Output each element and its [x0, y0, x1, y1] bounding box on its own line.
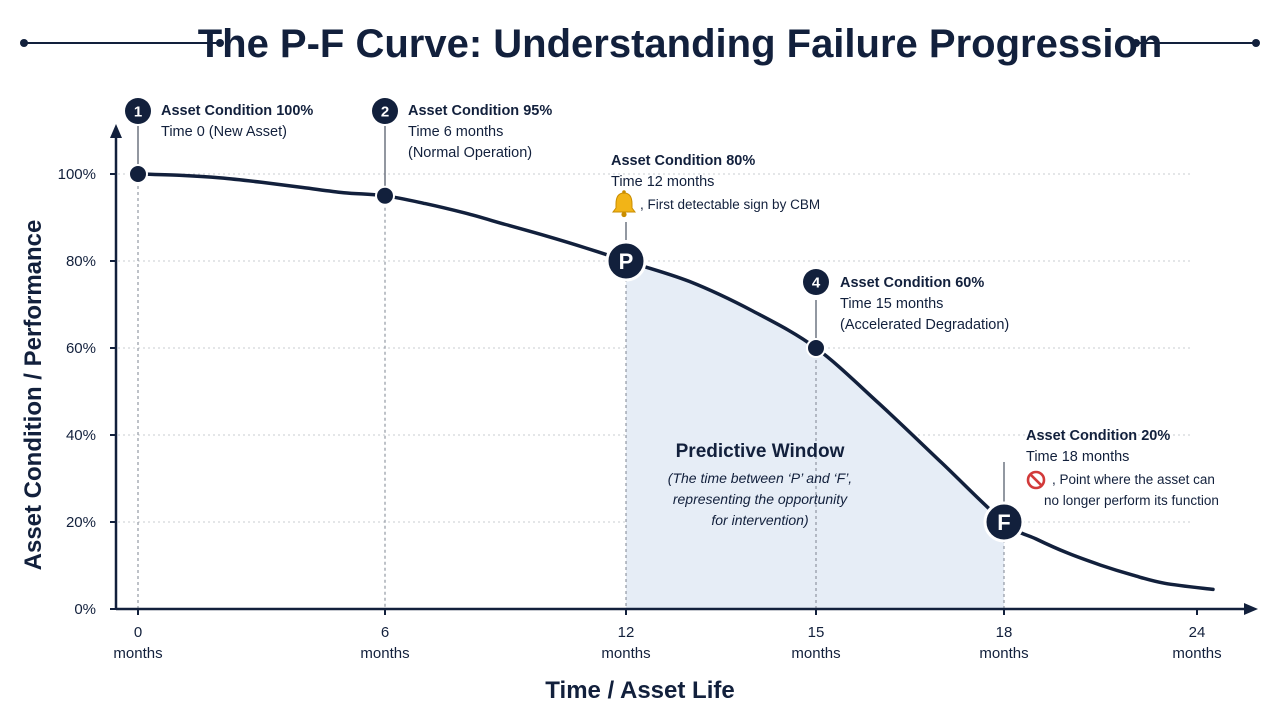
y-axis-title: Asset Condition / Performance [20, 220, 47, 571]
y-tick-labels: 0% 20% 40% 60% 80% 100% [58, 166, 116, 618]
axes [110, 124, 1258, 615]
y-tick-label: 40% [66, 427, 96, 444]
predictive-window-description: (The time between ‘P’ and ‘F’, [668, 470, 852, 486]
y-tick-label: 0% [74, 601, 96, 618]
annotation-note: , First detectable sign by CBM [640, 197, 820, 212]
curve-point-2 [375, 185, 395, 206]
y-tick-label: 20% [66, 514, 96, 531]
annotation-F: Asset Condition 20% Time 18 months , Point… [1003, 428, 1219, 508]
annotation-detail: Time 6 months [408, 124, 503, 140]
annotation-4: 4 Asset Condition 60% Time 15 months (Accel… [803, 269, 1009, 340]
x-tick-unit: months [113, 645, 162, 662]
annotation-heading: Asset Condition 95% [408, 103, 552, 119]
curve-point-F [983, 501, 1025, 543]
annotation-heading: Asset Condition 20% [1026, 428, 1170, 444]
predictive-window-title: Predictive Window [676, 441, 845, 462]
x-tick-unit: months [601, 645, 650, 662]
x-tick-unit: months [360, 645, 409, 662]
x-tick-label: 6 [381, 624, 389, 641]
annotation-detail: Time 18 months [1026, 449, 1129, 465]
bell-icon [612, 190, 636, 218]
predictive-window-description: representing the opportunity [673, 491, 848, 507]
x-tick-labels: 0 months 6 months 12 months 15 months 18 months 24… [113, 609, 1222, 662]
curve-point-label: F [997, 510, 1010, 535]
annotation-P: Asset Condition 80% Time 12 months , First… [611, 153, 820, 240]
x-tick-label: 15 [808, 624, 825, 641]
chart-title: The P-F Curve: Understanding Failure Pro… [198, 22, 1163, 66]
y-tick-label: 60% [66, 340, 96, 357]
annotation-number: 1 [134, 104, 142, 121]
pf-curve-line [136, 172, 1215, 592]
annotation-number: 2 [381, 104, 389, 121]
y-axis-arrow-icon [110, 124, 122, 138]
annotation-number-badge [803, 269, 829, 295]
predictive-window-area [626, 261, 1004, 609]
x-tick-label: 18 [996, 624, 1013, 641]
predictive-window-fill [626, 261, 1004, 609]
predictive-window-description: for intervention) [711, 512, 808, 528]
prohibited-icon [1026, 470, 1046, 490]
x-axis-arrow-icon [1244, 603, 1258, 615]
annotation-2: 2 Asset Condition 95% Time 6 months (Normal… [372, 98, 552, 197]
x-axis-title: Time / Asset Life [545, 677, 734, 704]
curve-points: PF [128, 164, 1025, 543]
annotation-detail: Time 15 months [840, 296, 943, 312]
curve-point-4 [806, 338, 826, 358]
title-decoration-right [1132, 39, 1260, 47]
x-tick-unit: months [1172, 645, 1221, 662]
x-tick-unit: months [979, 645, 1028, 662]
x-tick-label: 24 [1189, 624, 1206, 641]
x-tick-label: 12 [618, 624, 635, 641]
annotations: 1 Asset Condition 100% Time 0 (New Asset) 2… [125, 98, 1219, 508]
annotation-heading: Asset Condition 100% [161, 103, 313, 119]
annotation-note: no longer perform its function [1044, 493, 1219, 508]
annotation-detail: (Accelerated Degradation) [840, 317, 1009, 333]
curve-point-1 [128, 164, 148, 184]
annotation-heading: Asset Condition 80% [611, 153, 755, 169]
x-tick-label: 0 [134, 624, 142, 641]
x-tick-unit: months [791, 645, 840, 662]
annotation-detail: (Normal Operation) [408, 145, 532, 161]
title-decoration-left [20, 39, 224, 47]
annotation-heading: Asset Condition 60% [840, 275, 984, 291]
annotation-1: 1 Asset Condition 100% Time 0 (New Asset) [125, 98, 313, 174]
predictive-window-label: Predictive Window (The time between ‘P’ a… [668, 441, 852, 528]
annotation-number-badge [372, 98, 398, 124]
annotation-detail: Time 12 months [611, 174, 714, 190]
curve-point-label: P [619, 249, 634, 274]
annotation-number: 4 [812, 275, 821, 292]
annotation-note: , Point where the asset can [1052, 472, 1215, 487]
y-tick-label: 80% [66, 253, 96, 270]
annotation-detail: Time 0 (New Asset) [161, 124, 287, 140]
y-tick-label: 100% [58, 166, 96, 183]
curve-point-P [605, 240, 647, 282]
annotation-number-badge [125, 98, 151, 124]
